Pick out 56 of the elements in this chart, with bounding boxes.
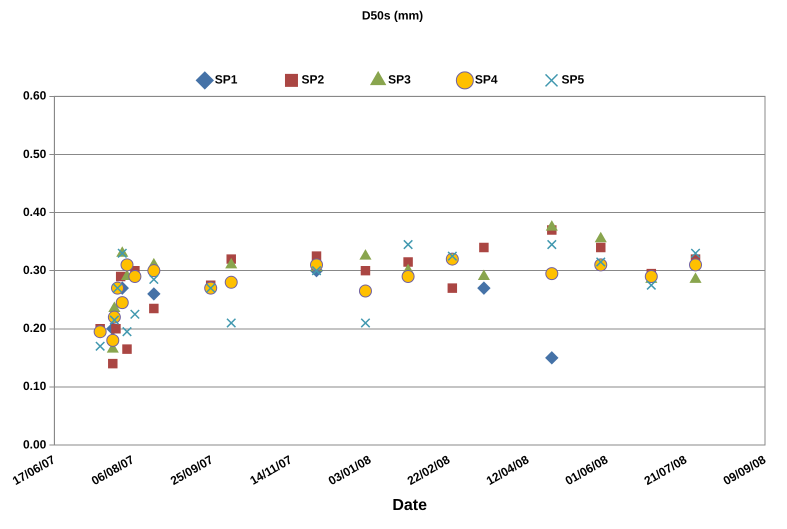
- y-tick-label: 0.10: [22, 379, 47, 394]
- legend-label: SP1: [214, 72, 238, 87]
- point: [130, 309, 140, 320]
- point: [94, 325, 107, 338]
- point: [479, 242, 489, 252]
- point: [360, 318, 370, 328]
- point: [147, 287, 160, 300]
- point: [122, 326, 132, 337]
- point: [690, 272, 702, 283]
- point: [224, 276, 238, 289]
- point: [646, 280, 656, 290]
- point: [149, 304, 159, 314]
- point: [545, 351, 558, 364]
- point: [95, 341, 106, 352]
- point: [546, 220, 558, 231]
- y-tick-label: 0.50: [22, 146, 47, 161]
- point: [403, 240, 414, 250]
- legend-label: SP3: [388, 72, 412, 87]
- point: [116, 296, 129, 310]
- point: [147, 264, 160, 278]
- point: [109, 315, 120, 326]
- point: [360, 250, 372, 260]
- y-tick-label: 0.00: [22, 437, 47, 452]
- y-tick-label: 0.60: [22, 88, 47, 103]
- point: [595, 232, 606, 242]
- point: [448, 283, 458, 293]
- point: [596, 242, 606, 252]
- legend-label: SP5: [562, 72, 585, 87]
- point: [360, 266, 370, 276]
- legend-label: SP4: [474, 72, 498, 87]
- point: [226, 258, 237, 268]
- point: [148, 274, 159, 284]
- point: [128, 270, 142, 283]
- point: [546, 240, 557, 250]
- point: [120, 258, 134, 272]
- point: [106, 334, 120, 347]
- point: [226, 318, 236, 328]
- point: [403, 257, 413, 267]
- point: [447, 251, 458, 262]
- y-tick-label: 0.30: [22, 263, 47, 277]
- point: [108, 358, 118, 368]
- point: [122, 344, 132, 354]
- y-tick-label: 0.40: [22, 204, 47, 219]
- point: [477, 282, 490, 295]
- point: [644, 270, 658, 283]
- point: [690, 248, 701, 258]
- point: [689, 258, 702, 272]
- x-axis-title: Date: [392, 496, 428, 514]
- y-tick-label: 0.20: [22, 321, 47, 336]
- point: [111, 324, 121, 334]
- point: [596, 256, 606, 267]
- point: [358, 284, 372, 298]
- point: [545, 267, 558, 280]
- point: [402, 270, 415, 283]
- legend-label: SP2: [301, 72, 324, 87]
- legend-title: D50s (mm): [362, 8, 424, 22]
